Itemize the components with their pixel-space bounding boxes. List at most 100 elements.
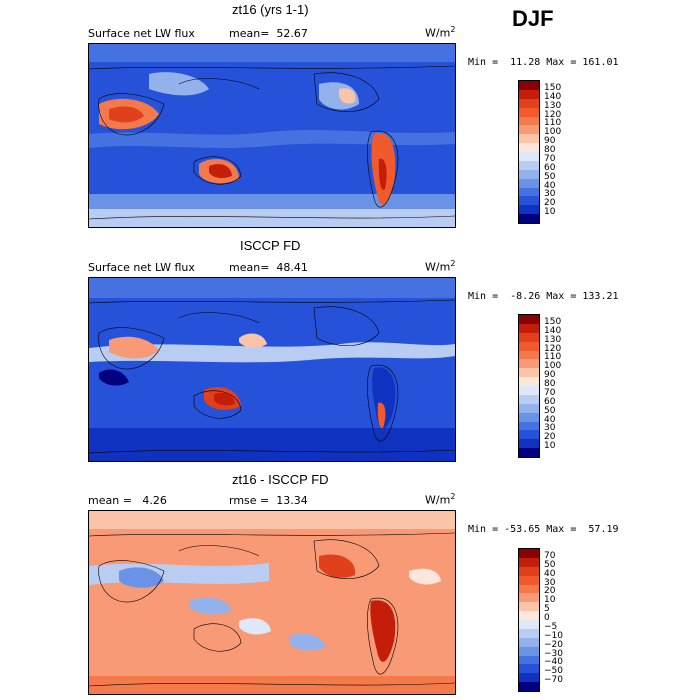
colorbar-tick-label: 50	[544, 559, 556, 570]
colorbar-swatch	[519, 682, 539, 691]
colorbar-tick-label: 5	[544, 604, 550, 615]
colorbar-swatch	[519, 655, 539, 665]
panel-1-minmax: Min = 11.28 Max = 161.01	[468, 57, 619, 68]
colorbar-swatch	[519, 196, 539, 206]
colorbar-tick-label: −5	[544, 621, 558, 632]
colorbar-swatch	[519, 593, 539, 603]
colorbar-swatch	[519, 646, 539, 656]
colorbar-tick-label: 120	[544, 343, 562, 354]
colorbar-swatch	[519, 430, 539, 440]
panel-1-right-label: mean= 52.67	[229, 27, 308, 40]
colorbar-swatch	[519, 566, 539, 576]
colorbar-swatch	[519, 323, 539, 333]
colorbar-tick-label: 110	[544, 352, 562, 363]
colorbar-tick-label: 20	[544, 586, 556, 597]
panel-2-map	[88, 277, 456, 462]
colorbar-tick-label: 80	[544, 379, 556, 389]
panel-3-colorbar	[518, 548, 540, 692]
colorbar-tick-label: 140	[544, 91, 562, 102]
colorbar-tick-label: 60	[544, 396, 556, 407]
colorbar-swatch	[519, 620, 539, 629]
colorbar-swatch	[519, 89, 539, 99]
colorbar-tick-label: 100	[544, 127, 562, 138]
colorbar-swatch	[519, 403, 539, 413]
colorbar-tick-label: 0	[544, 613, 550, 623]
colorbar-swatch	[519, 386, 539, 395]
panel-2-right-label: mean= 48.41	[229, 261, 308, 274]
colorbar-swatch	[519, 377, 539, 386]
colorbar-swatch	[519, 81, 539, 90]
colorbar-swatch	[519, 350, 539, 360]
colorbar-swatch	[519, 341, 539, 351]
panel-3-left-label: mean = 4.26	[88, 494, 167, 507]
colorbar-swatch	[519, 143, 539, 152]
colorbar-tick-label: −40	[544, 657, 563, 668]
colorbar-tick-label: −30	[544, 648, 563, 659]
panel-1-unit-exp: 2	[450, 25, 456, 34]
colorbar-tick-label: −10	[544, 630, 563, 641]
colorbar-swatch	[519, 205, 539, 215]
panel-1-title: zt16 (yrs 1-1)	[232, 2, 309, 17]
colorbar-swatch	[519, 359, 539, 369]
panel-1-colorbar	[518, 80, 540, 224]
colorbar-tick-label: 70	[544, 550, 556, 561]
panel-1-map-svg	[89, 44, 455, 227]
colorbar-swatch	[519, 439, 539, 449]
colorbar-tick-label: 40	[544, 414, 556, 425]
panel-3-right-label: rmse = 13.34	[229, 494, 308, 507]
colorbar-swatch	[519, 214, 539, 223]
colorbar-swatch	[519, 116, 539, 126]
colorbar-tick-label: 150	[544, 316, 562, 327]
colorbar-swatch	[519, 152, 539, 161]
colorbar-tick-label: 40	[544, 568, 556, 579]
colorbar-tick-label: 10	[544, 207, 556, 218]
colorbar-tick-label: −50	[544, 666, 563, 677]
panel-3-title: zt16 - ISCCP FD	[232, 472, 329, 487]
colorbar-tick-label: 130	[544, 100, 562, 111]
colorbar-tick-label: 140	[544, 325, 562, 336]
colorbar-tick-label: 20	[544, 432, 556, 443]
panel-3-unit-base: W/m	[425, 493, 451, 507]
colorbar-tick-label: −20	[544, 639, 563, 650]
colorbar-swatch	[519, 107, 539, 117]
panel-2-unit-exp: 2	[450, 259, 456, 268]
colorbar-tick-label: 80	[544, 145, 556, 155]
colorbar-swatch	[519, 549, 539, 558]
colorbar-tick-label: 90	[544, 370, 556, 381]
panel-1-unit-base: W/m	[425, 26, 451, 40]
panel-3-unit: W/m2	[425, 492, 455, 507]
colorbar-tick-label: 120	[544, 109, 562, 120]
panel-1-left-label: Surface net LW flux	[88, 27, 195, 40]
colorbar-tick-label: 30	[544, 577, 556, 588]
colorbar-tick-label: 130	[544, 334, 562, 345]
panel-3-minmax: Min = -53.65 Max = 57.19	[468, 524, 619, 535]
colorbar-swatch	[519, 664, 539, 674]
panel-2-unit: W/m2	[425, 259, 455, 274]
colorbar-swatch	[519, 98, 539, 108]
panel-2-left-label: Surface net LW flux	[88, 261, 195, 274]
colorbar-swatch	[519, 394, 539, 404]
colorbar-tick-label: 150	[544, 82, 562, 93]
colorbar-swatch	[519, 637, 539, 647]
colorbar-tick-label: 10	[544, 441, 556, 452]
colorbar-swatch	[519, 557, 539, 567]
panel-2-colorbar	[518, 314, 540, 458]
colorbar-swatch	[519, 412, 539, 422]
colorbar-tick-label: 30	[544, 189, 556, 200]
colorbar-tick-label: 100	[544, 361, 562, 372]
colorbar-swatch	[519, 315, 539, 324]
panel-2-map-svg	[89, 278, 455, 461]
colorbar-tick-label: 70	[544, 387, 556, 398]
colorbar-swatch	[519, 332, 539, 342]
colorbar-swatch	[519, 448, 539, 457]
colorbar-swatch	[519, 628, 539, 638]
colorbar-swatch	[519, 421, 539, 431]
panel-2-minmax: Min = -8.26 Max = 133.21	[468, 291, 619, 302]
colorbar-tick-label: −70	[544, 675, 563, 686]
colorbar-swatch	[519, 673, 539, 683]
colorbar-swatch	[519, 178, 539, 188]
colorbar-swatch	[519, 187, 539, 197]
colorbar-swatch	[519, 611, 539, 620]
colorbar-tick-label: 10	[544, 595, 556, 606]
colorbar-tick-label: 30	[544, 423, 556, 434]
